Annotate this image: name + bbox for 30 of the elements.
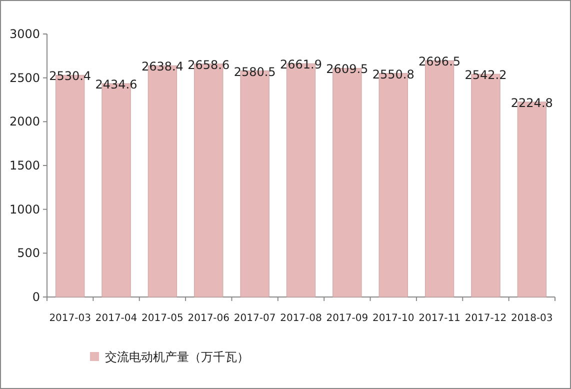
- x-tick-label: 2017-12: [464, 313, 507, 324]
- x-tick-label: 2017-05: [142, 313, 184, 324]
- data-label: 2638.4: [141, 60, 184, 74]
- y-tick-label: 500: [17, 246, 40, 260]
- data-label: 2580.5: [234, 64, 276, 79]
- data-label: 2224.8: [510, 96, 553, 110]
- x-tick-label: 2017-08: [280, 313, 322, 324]
- x-tick-label: 2018-03: [511, 313, 553, 324]
- x-tick-label: 2017-10: [372, 313, 414, 324]
- data-label: 2696.5: [418, 54, 461, 69]
- data-label: 2661.9: [280, 58, 322, 72]
- x-tick-label: 2017-06: [188, 313, 230, 324]
- y-tick-label: 2000: [9, 114, 40, 129]
- x-tick-label: 2017-07: [234, 313, 276, 324]
- y-tick-label: 1000: [9, 202, 40, 216]
- data-label: 2530.4: [49, 69, 92, 84]
- y-tick-label: 2500: [9, 70, 40, 85]
- y-tick-label: 1500: [9, 158, 40, 172]
- data-label: 2542.2: [464, 68, 507, 82]
- legend: 交流电动机产量（万千瓦）: [90, 350, 249, 364]
- data-label: 2609.5: [326, 62, 368, 76]
- y-tick-label: 3000: [9, 27, 40, 41]
- data-label: 2550.8: [372, 67, 414, 82]
- x-tick-label: 2017-11: [418, 313, 460, 324]
- data-label: 2658.6: [188, 58, 230, 72]
- data-label: 2434.6: [95, 78, 138, 92]
- x-tick-label: 2017-04: [95, 313, 138, 324]
- y-tick-label: 0: [32, 290, 40, 304]
- x-tick-label: 2017-09: [326, 313, 368, 324]
- x-tick-label: 2017-03: [49, 313, 91, 324]
